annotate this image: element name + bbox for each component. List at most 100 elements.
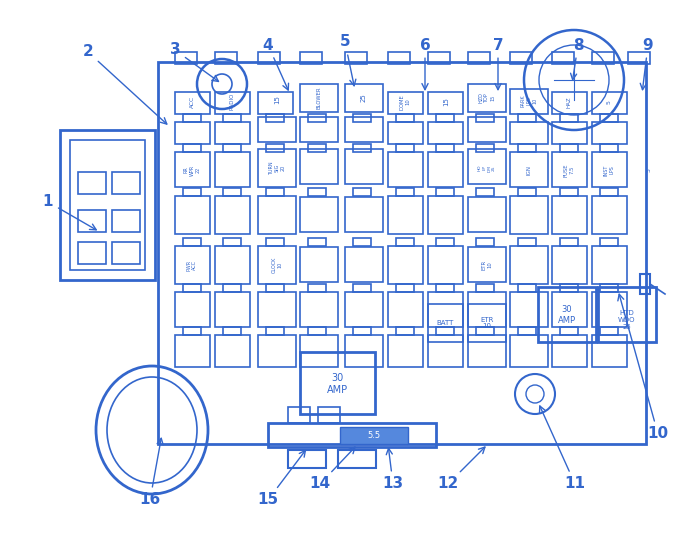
Text: 30
AMP: 30 AMP bbox=[558, 305, 576, 325]
Bar bbox=[552, 152, 587, 187]
Bar bbox=[476, 114, 494, 122]
Bar bbox=[345, 149, 383, 184]
Bar bbox=[428, 196, 463, 234]
Bar bbox=[592, 122, 627, 144]
Text: RADIO: RADIO bbox=[230, 92, 235, 109]
Bar bbox=[396, 188, 414, 196]
Bar bbox=[300, 117, 338, 142]
Bar bbox=[215, 52, 237, 64]
Bar bbox=[353, 327, 371, 335]
Bar bbox=[288, 407, 310, 423]
Bar bbox=[510, 246, 548, 284]
Bar bbox=[300, 84, 338, 112]
Bar bbox=[78, 172, 106, 194]
Bar bbox=[112, 210, 140, 232]
Text: 11: 11 bbox=[540, 406, 586, 492]
Bar bbox=[600, 188, 618, 196]
Bar bbox=[476, 238, 494, 246]
Bar bbox=[518, 144, 536, 152]
Text: 15: 15 bbox=[443, 98, 449, 106]
Bar bbox=[353, 114, 371, 122]
Text: 9: 9 bbox=[640, 37, 653, 89]
Bar bbox=[428, 292, 463, 327]
Bar bbox=[215, 246, 250, 284]
Bar bbox=[468, 117, 506, 142]
Text: 3: 3 bbox=[170, 42, 219, 81]
Bar bbox=[175, 122, 210, 144]
Text: 15: 15 bbox=[257, 450, 306, 507]
Bar bbox=[518, 188, 536, 196]
Bar bbox=[183, 284, 201, 292]
Bar bbox=[175, 335, 210, 367]
Bar bbox=[158, 62, 646, 444]
Text: DOME
10: DOME 10 bbox=[400, 94, 411, 110]
Bar bbox=[223, 188, 241, 196]
Bar bbox=[468, 84, 506, 112]
Text: HD
LP
DM
25: HD LP DM 25 bbox=[478, 165, 496, 171]
Text: 25: 25 bbox=[361, 94, 367, 102]
Bar bbox=[223, 114, 241, 122]
Bar bbox=[396, 144, 414, 152]
Bar bbox=[258, 149, 296, 187]
Bar bbox=[308, 144, 326, 152]
Bar bbox=[308, 188, 326, 196]
Bar bbox=[388, 246, 423, 284]
Bar bbox=[345, 52, 367, 64]
Bar bbox=[510, 335, 548, 367]
Bar bbox=[436, 284, 454, 292]
Bar bbox=[215, 122, 250, 144]
Text: HTD
WDO
25: HTD WDO 25 bbox=[618, 310, 635, 330]
Bar bbox=[600, 238, 618, 246]
Bar bbox=[353, 238, 371, 246]
Bar bbox=[308, 238, 326, 246]
Bar bbox=[552, 292, 587, 327]
Text: 6: 6 bbox=[420, 37, 431, 89]
Bar bbox=[388, 122, 423, 144]
Text: PWR
ACC: PWR ACC bbox=[186, 260, 197, 270]
Bar bbox=[300, 197, 338, 232]
Bar bbox=[538, 287, 596, 342]
Text: CLOCK
10: CLOCK 10 bbox=[272, 257, 282, 273]
Bar bbox=[112, 172, 140, 194]
Bar bbox=[266, 284, 284, 292]
Text: BLOWER: BLOWER bbox=[317, 87, 322, 109]
Bar bbox=[308, 114, 326, 122]
Bar bbox=[175, 246, 210, 284]
Bar bbox=[266, 238, 284, 246]
Bar bbox=[258, 292, 296, 327]
Bar bbox=[112, 242, 140, 264]
Bar bbox=[183, 144, 201, 152]
Bar bbox=[300, 292, 338, 327]
Bar bbox=[476, 144, 494, 152]
Text: 2: 2 bbox=[83, 44, 167, 124]
Bar bbox=[388, 196, 423, 234]
Bar bbox=[258, 246, 296, 284]
Bar bbox=[468, 335, 506, 367]
Bar bbox=[396, 238, 414, 246]
Bar bbox=[388, 152, 423, 187]
Bar bbox=[345, 117, 383, 142]
Bar bbox=[518, 238, 536, 246]
Bar bbox=[353, 188, 371, 196]
Bar bbox=[345, 335, 383, 367]
Bar bbox=[428, 152, 463, 187]
Text: INST
LPS: INST LPS bbox=[604, 164, 614, 176]
Bar bbox=[266, 327, 284, 335]
Text: FUSE
7.5: FUSE 7.5 bbox=[564, 163, 574, 177]
Bar bbox=[396, 284, 414, 292]
Bar bbox=[600, 114, 618, 122]
Bar bbox=[258, 92, 293, 114]
Bar bbox=[592, 92, 627, 114]
Bar bbox=[266, 114, 284, 122]
Bar bbox=[428, 52, 450, 64]
Text: 5: 5 bbox=[647, 168, 651, 172]
Bar bbox=[428, 335, 463, 367]
Bar bbox=[428, 304, 463, 342]
Bar bbox=[215, 335, 250, 367]
Bar bbox=[258, 52, 280, 64]
Bar bbox=[600, 327, 618, 335]
Bar bbox=[396, 327, 414, 335]
Bar bbox=[266, 188, 284, 196]
Text: HAZ: HAZ bbox=[566, 96, 571, 108]
Bar bbox=[592, 196, 627, 234]
